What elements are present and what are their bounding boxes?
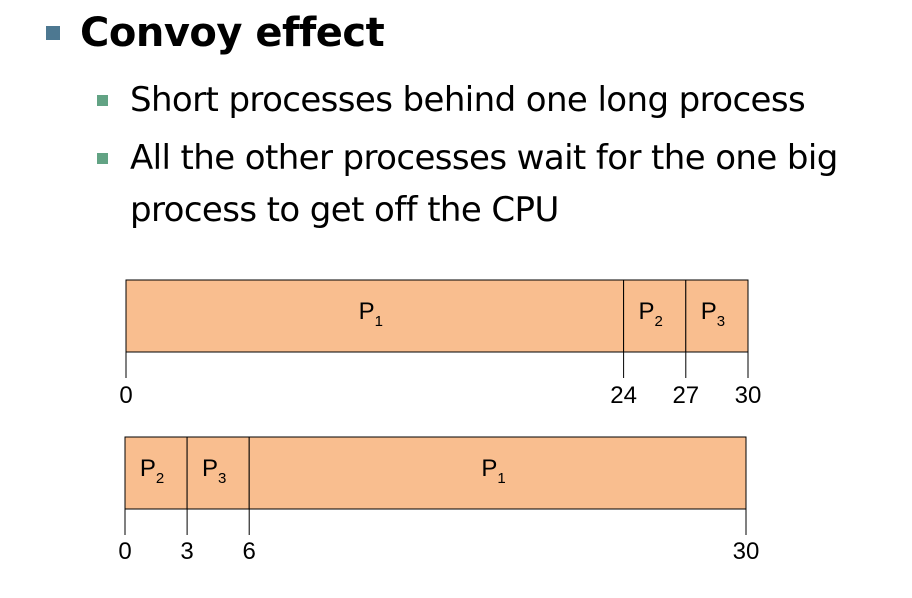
tick-label: 30 — [735, 382, 762, 409]
segment-label: P3 — [701, 298, 725, 330]
slide-title: Convoy effect — [80, 10, 385, 56]
tick-label: 30 — [733, 538, 760, 565]
gantt-segment — [248, 436, 747, 510]
tick-label: 24 — [610, 382, 637, 409]
bullet-text-2-continued: process to get off the CPU — [130, 190, 559, 230]
segment-label: P1 — [481, 455, 505, 487]
tick-label: 0 — [119, 382, 132, 409]
gantt-segment — [623, 279, 687, 353]
bullet-icon — [97, 153, 108, 164]
tick-label: 6 — [243, 538, 256, 565]
tick-label: 0 — [118, 538, 131, 565]
bullet-text-1: Short processes behind one long process — [130, 80, 806, 120]
bullet-icon — [97, 95, 108, 106]
segment-label: P3 — [202, 455, 226, 487]
segment-label: P2 — [639, 298, 663, 330]
gantt-segment — [186, 436, 250, 510]
title-bullet-icon — [46, 26, 60, 40]
tick-label: 3 — [180, 538, 193, 565]
tick-label: 27 — [672, 382, 699, 409]
segment-label: P2 — [140, 455, 164, 487]
gantt-segment — [685, 279, 749, 353]
bullet-text-2: All the other processes wait for the one… — [130, 138, 838, 178]
gantt-segment — [125, 279, 625, 353]
segment-label: P1 — [359, 298, 383, 330]
